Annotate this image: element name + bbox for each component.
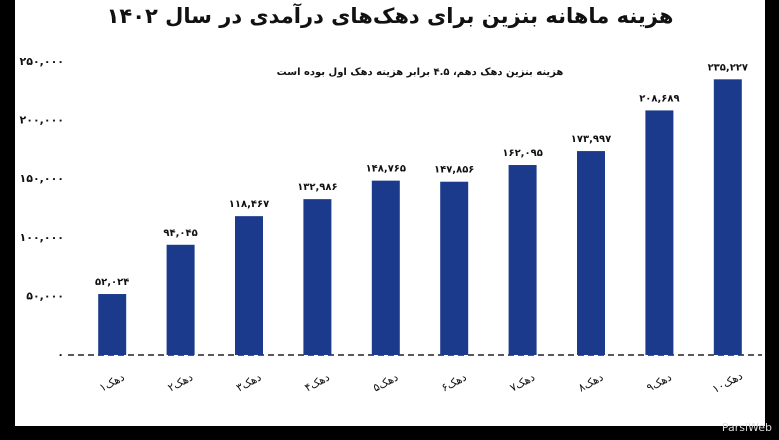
bar: [303, 199, 332, 355]
bar: [645, 110, 674, 355]
bar: [98, 294, 127, 355]
y-tick-label: ۲۰۰,۰۰۰: [20, 114, 64, 127]
y-tick-label: ۲۵۰,۰۰۰: [20, 55, 64, 68]
value-label: ۲۰۸,۶۸۹: [639, 93, 679, 104]
bar: [713, 79, 742, 355]
bar: [235, 216, 263, 355]
bar: [577, 151, 605, 355]
value-label: ۱۳۲,۹۸۶: [297, 182, 337, 193]
bar: [508, 165, 537, 355]
bar: [166, 244, 195, 355]
value-label: ۵۲,۰۲۴: [95, 277, 129, 288]
y-tick-label: ۱۵۰,۰۰۰: [20, 172, 64, 185]
value-label: ۱۴۷,۸۵۶: [434, 165, 474, 176]
y-tick-label: ۵۰,۰۰۰: [26, 289, 64, 302]
watermark: ParsiWeb: [722, 421, 772, 434]
value-label: ۱۶۲,۰۹۵: [502, 148, 542, 159]
value-label: ۱۱۸,۴۶۷: [229, 199, 269, 210]
value-label: ۱۷۳,۹۹۷: [571, 134, 611, 145]
value-label: ۲۳۵,۲۲۷: [708, 62, 748, 73]
annotation: هزینه بنزین دهک دهم، ۴.۵ برابر هزینه دهک…: [277, 67, 564, 78]
value-label: ۹۴,۰۴۵: [163, 228, 197, 239]
value-label: ۱۴۸,۷۶۵: [366, 164, 406, 175]
y-tick-label: ۰: [57, 348, 64, 361]
bar: [440, 181, 469, 355]
y-tick-label: ۱۰۰,۰۰۰: [20, 231, 64, 244]
chart-title: هزینه ماهانه بنزین برای دهک‌های درآمدی د…: [107, 3, 674, 28]
bar: [371, 180, 400, 355]
